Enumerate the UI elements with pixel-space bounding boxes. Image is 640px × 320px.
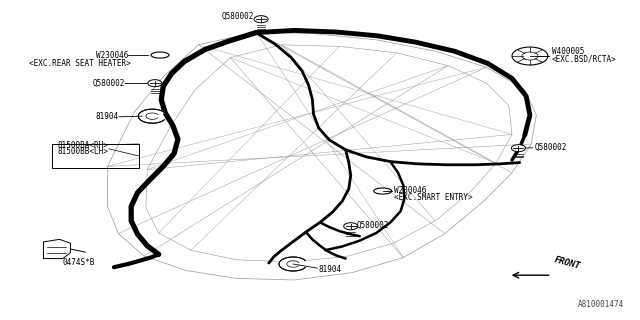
Polygon shape bbox=[138, 109, 164, 123]
Text: Q580002: Q580002 bbox=[92, 79, 125, 88]
Circle shape bbox=[511, 145, 525, 152]
Circle shape bbox=[254, 16, 268, 23]
Text: W400005: W400005 bbox=[552, 47, 584, 56]
Text: <EXC.SMART ENTRY>: <EXC.SMART ENTRY> bbox=[394, 193, 472, 202]
Circle shape bbox=[344, 223, 358, 230]
Text: 81500BA<RH>: 81500BA<RH> bbox=[58, 141, 109, 150]
Text: 81904: 81904 bbox=[318, 265, 341, 274]
Text: <EXC.BSD/RCTA>: <EXC.BSD/RCTA> bbox=[552, 55, 616, 64]
Bar bbox=[52, 144, 139, 168]
Text: A810001474: A810001474 bbox=[578, 300, 624, 309]
Text: Q580002: Q580002 bbox=[222, 12, 254, 20]
Text: W230046: W230046 bbox=[95, 52, 128, 60]
Text: 81904: 81904 bbox=[96, 112, 119, 121]
Text: W230046: W230046 bbox=[394, 186, 426, 195]
Polygon shape bbox=[279, 257, 305, 271]
Circle shape bbox=[148, 80, 162, 87]
Text: Q580002: Q580002 bbox=[534, 143, 567, 152]
Text: FRONT: FRONT bbox=[554, 255, 582, 271]
Text: <EXC.REAR SEAT HEATER>: <EXC.REAR SEAT HEATER> bbox=[29, 60, 131, 68]
Text: 0474S*B: 0474S*B bbox=[63, 258, 95, 267]
Text: 81500BB<LH>: 81500BB<LH> bbox=[58, 148, 109, 156]
Text: Q580002: Q580002 bbox=[357, 221, 390, 230]
